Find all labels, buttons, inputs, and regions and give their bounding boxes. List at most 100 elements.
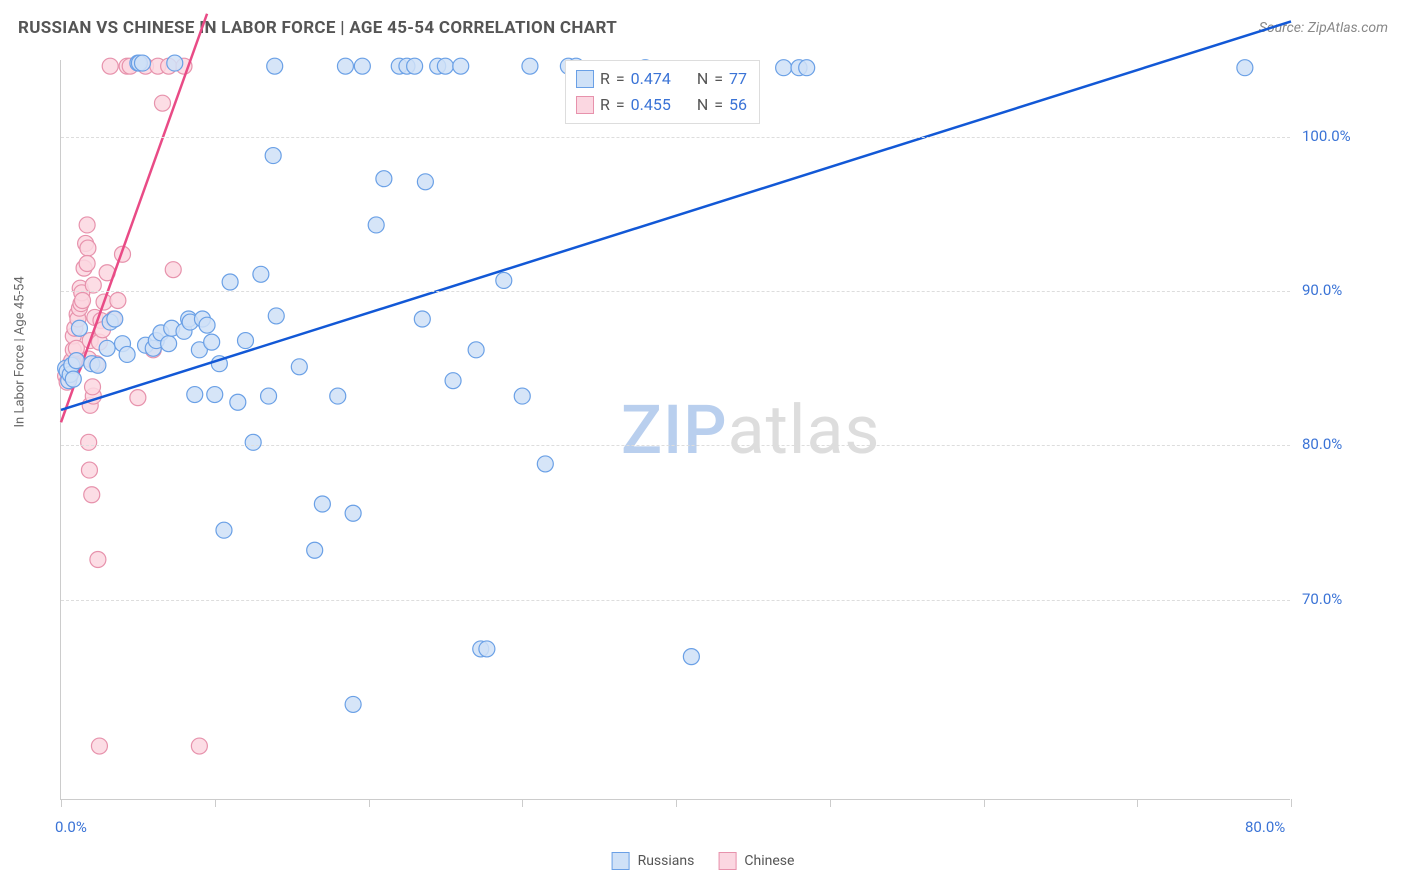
legend-item-chinese: Chinese	[718, 852, 794, 870]
y-axis-label: In Labor Force | Age 45-54	[13, 276, 28, 427]
russians-point	[330, 388, 346, 404]
chinese-point	[81, 434, 97, 450]
swatch-russians-legend	[612, 852, 630, 870]
tick-x	[369, 799, 370, 807]
russians-point	[683, 649, 699, 665]
russians-point	[187, 387, 203, 403]
russians-point	[99, 340, 115, 356]
x-tick-label: 0.0%	[55, 818, 87, 836]
chart-title: RUSSIAN VS CHINESE IN LABOR FORCE | AGE …	[18, 18, 617, 38]
russians-point	[207, 387, 223, 403]
russians-point	[368, 217, 384, 233]
chinese-point	[130, 390, 146, 406]
russians-point	[134, 55, 150, 71]
russians-point	[537, 456, 553, 472]
chinese-point	[80, 240, 96, 256]
y-tick-label: 70.0%	[1302, 590, 1342, 608]
russians-point	[245, 434, 261, 450]
russians-point	[119, 346, 135, 362]
r-value-russians: 0.474	[631, 66, 671, 92]
correlation-row-chinese: R = 0.455 N = 56	[576, 92, 747, 118]
title-bar: RUSSIAN VS CHINESE IN LABOR FORCE | AGE …	[18, 18, 1388, 38]
scatter-plot: ZIPatlas	[60, 60, 1290, 800]
russians-point	[479, 641, 495, 657]
n-label: N	[697, 66, 708, 92]
plot-svg	[61, 60, 1291, 800]
russians-point	[314, 496, 330, 512]
tick-x	[830, 799, 831, 807]
russians-point	[345, 505, 361, 521]
gridline-h	[61, 137, 1290, 138]
russians-point	[468, 342, 484, 358]
r-label: R	[600, 66, 610, 92]
n-value-russians: 77	[729, 66, 747, 92]
swatch-russians	[576, 70, 594, 88]
y-tick-label: 90.0%	[1302, 281, 1342, 299]
r-value-chinese: 0.455	[631, 92, 671, 118]
russians-point	[345, 696, 361, 712]
russians-point	[167, 55, 183, 71]
russians-point	[496, 272, 512, 288]
tick-x	[522, 799, 523, 807]
legend-label-chinese: Chinese	[744, 853, 794, 869]
russians-point	[799, 60, 815, 76]
russians-point	[265, 148, 281, 164]
russians-point	[268, 308, 284, 324]
chinese-point	[84, 487, 100, 503]
chinese-point	[75, 293, 91, 309]
russians-point	[514, 388, 530, 404]
russians-point	[267, 58, 283, 74]
russians-point	[238, 333, 254, 349]
russians-point	[90, 357, 106, 373]
russians-point	[407, 58, 423, 74]
chinese-point	[102, 58, 118, 74]
russians-point	[776, 60, 792, 76]
russians-point	[65, 371, 81, 387]
chinese-point	[154, 95, 170, 111]
chinese-point	[165, 262, 181, 278]
russians-point	[414, 311, 430, 327]
russians-point	[253, 266, 269, 282]
chinese-point	[85, 379, 101, 395]
y-tick-label: 100.0%	[1302, 127, 1351, 145]
y-tick-label: 80.0%	[1302, 435, 1342, 453]
russians-point	[354, 58, 370, 74]
russians-point	[161, 336, 177, 352]
chinese-point	[90, 552, 106, 568]
gridline-h	[61, 291, 1290, 292]
chinese-point	[110, 293, 126, 309]
russians-point	[199, 317, 215, 333]
russians-point	[291, 359, 307, 375]
russians-point	[68, 353, 84, 369]
tick-x	[61, 799, 62, 807]
legend-label-russians: Russians	[638, 853, 695, 869]
russians-point	[453, 58, 469, 74]
tick-x	[215, 799, 216, 807]
russians-point	[417, 174, 433, 190]
n-value-chinese: 56	[729, 92, 747, 118]
russians-point	[522, 58, 538, 74]
legend: Russians Chinese	[612, 852, 795, 870]
russians-point	[204, 334, 220, 350]
russians-point	[71, 320, 87, 336]
chinese-point	[79, 256, 95, 272]
chinese-point	[81, 462, 97, 478]
russians-point	[230, 394, 246, 410]
correlation-row-russians: R = 0.474 N = 77	[576, 66, 747, 92]
gridline-h	[61, 600, 1290, 601]
gridline-h	[61, 445, 1290, 446]
russians-point	[1237, 60, 1253, 76]
legend-item-russians: Russians	[612, 852, 695, 870]
tick-x	[1137, 799, 1138, 807]
russians-point	[216, 522, 232, 538]
russians-point	[307, 542, 323, 558]
russians-point	[222, 274, 238, 290]
x-tick-label: 80.0%	[1245, 818, 1285, 836]
tick-x	[1291, 799, 1292, 807]
source-attribution: Source: ZipAtlas.com	[1259, 20, 1388, 36]
russians-point	[107, 311, 123, 327]
tick-x	[676, 799, 677, 807]
chinese-point	[91, 738, 107, 754]
chinese-point	[79, 217, 95, 233]
russians-point	[261, 388, 277, 404]
